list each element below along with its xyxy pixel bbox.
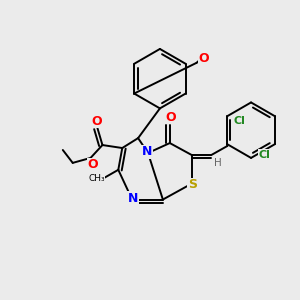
Text: S: S: [188, 178, 197, 191]
Text: O: O: [87, 158, 98, 171]
Text: N: N: [142, 146, 152, 158]
Text: CH₃: CH₃: [88, 174, 105, 183]
Text: Cl: Cl: [234, 116, 246, 126]
Text: O: O: [166, 111, 176, 124]
Text: H: H: [214, 158, 222, 168]
Text: O: O: [91, 115, 102, 128]
Text: Cl: Cl: [259, 150, 271, 160]
Text: O: O: [198, 52, 209, 65]
Text: N: N: [128, 192, 138, 205]
